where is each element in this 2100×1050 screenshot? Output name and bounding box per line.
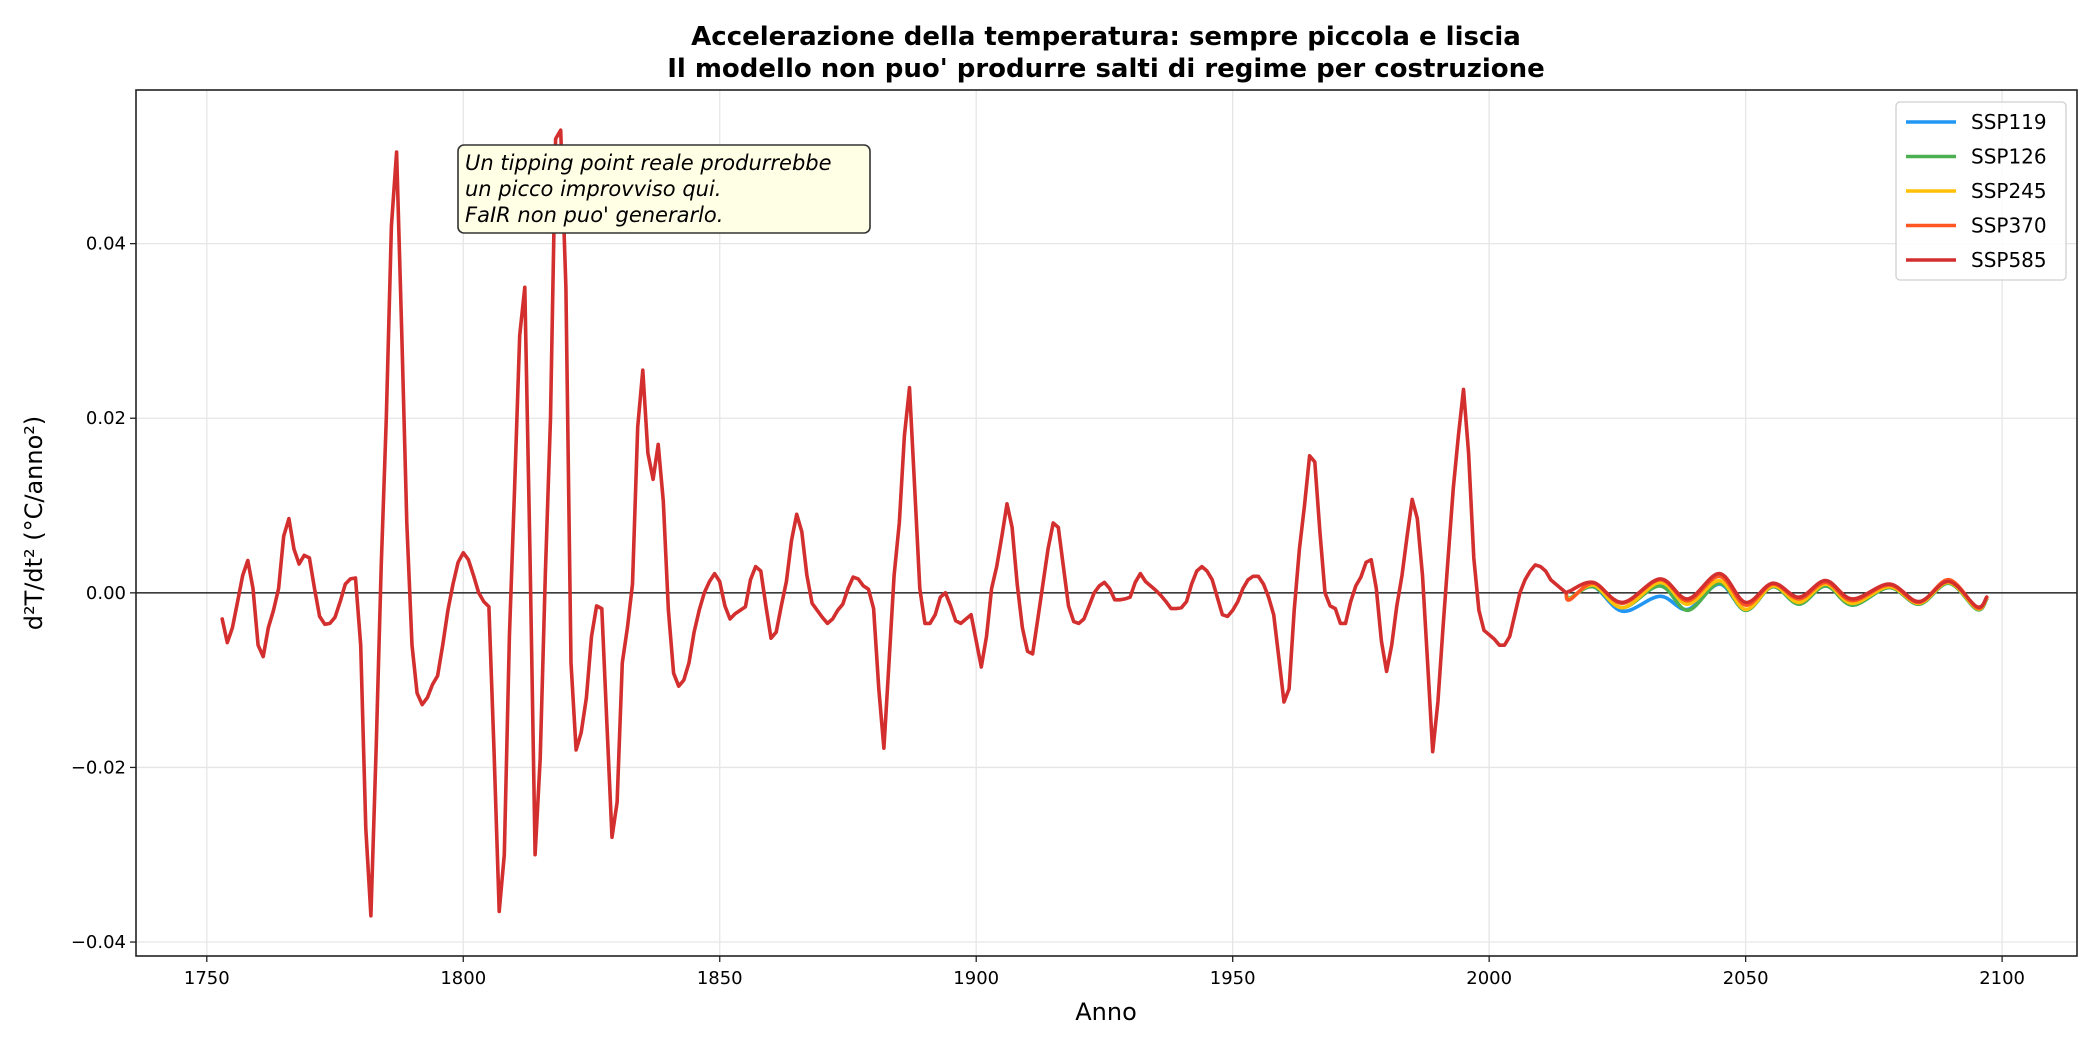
- legend-label: SSP119: [1971, 110, 2047, 134]
- legend-label: SSP245: [1971, 179, 2047, 203]
- y-tick-label: 0.04: [86, 234, 126, 255]
- ticks: 1750 1800 1850 1900 1950 2000 2050 2100 −0.04 −0.…: [71, 234, 2025, 989]
- legend-box: [1895, 101, 2067, 281]
- x-tick-label: 1750: [184, 968, 230, 989]
- chart-title-line-2: Il modello non puo' produrre salti di re…: [667, 54, 1545, 84]
- legend-item-ssp119: SSP119: [1906, 110, 2047, 134]
- legend-item-ssp126: SSP126: [1906, 145, 2047, 169]
- plot-area: [220, 128, 1989, 918]
- legend-label: SSP126: [1971, 145, 2047, 169]
- legend-label: SSP370: [1971, 214, 2047, 238]
- x-tick-label: 1800: [440, 968, 486, 989]
- x-tick-label: 2050: [1723, 968, 1769, 989]
- y-tick-label: −0.02: [71, 757, 126, 778]
- legend-item-ssp245: SSP245: [1906, 179, 2047, 203]
- annotation-line-1: Un tipping point reale produrrebbe: [465, 151, 832, 175]
- x-tick-label: 1850: [697, 968, 743, 989]
- historical-line: [220, 128, 1568, 918]
- y-tick-label: −0.04: [71, 932, 126, 953]
- annotation-box: [457, 144, 871, 234]
- legend-item-ssp370: SSP370: [1906, 214, 2047, 238]
- y-axis-label: d²T/dt² (°C/anno²): [20, 416, 48, 631]
- x-tick-label: 1900: [953, 968, 999, 989]
- legend: SSP119 SSP126 SSP245 SSP370 SSP585: [1895, 101, 2067, 281]
- annotation-line-3: FaIR non puo' generarlo.: [465, 203, 723, 227]
- annotation-line-2: un picco improvviso qui.: [465, 177, 721, 201]
- chart-title-line-1: Accelerazione della temperatura: sempre …: [691, 22, 1521, 52]
- legend-label: SSP585: [1971, 248, 2047, 272]
- y-tick-label: 0.02: [86, 408, 126, 429]
- x-tick-label: 2100: [1979, 968, 2025, 989]
- legend-item-ssp585: SSP585: [1906, 248, 2047, 272]
- y-tick-label: 0.00: [86, 583, 126, 604]
- x-tick-label: 2000: [1466, 968, 1512, 989]
- x-axis-label: Anno: [1075, 998, 1137, 1026]
- series-line-ssp585: [1564, 571, 1989, 609]
- axes-frame: [135, 89, 2078, 957]
- x-tick-label: 1950: [1210, 968, 1256, 989]
- annotation: Un tipping point reale produrrebbe un pi…: [457, 144, 871, 234]
